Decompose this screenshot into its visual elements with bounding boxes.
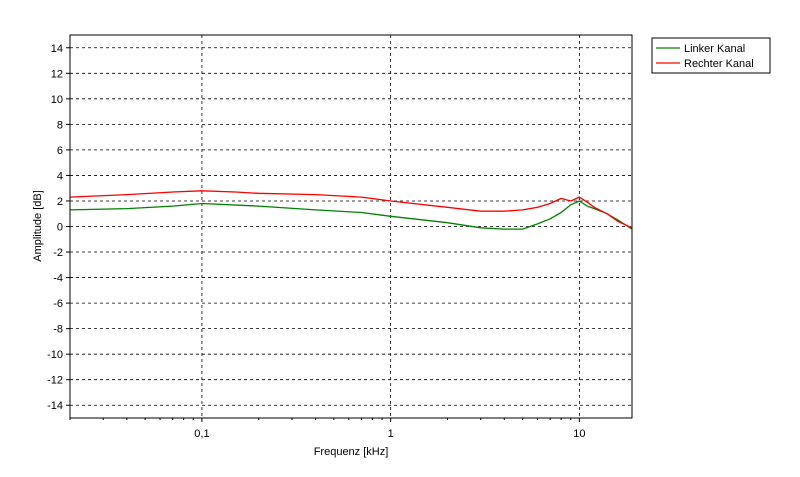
series-line-left-channel xyxy=(69,200,633,230)
y-tick-label: -2 xyxy=(53,247,63,259)
y-tick-label: -4 xyxy=(53,273,63,285)
y-tick-label: 12 xyxy=(51,68,63,80)
series-line-right-channel xyxy=(69,190,633,229)
legend-box xyxy=(651,37,771,74)
y-tick-label: -14 xyxy=(47,400,63,412)
x-tick-label: 1 xyxy=(388,428,394,440)
y-tick-label: 2 xyxy=(57,196,63,208)
x-tick-label: 10 xyxy=(573,428,585,440)
legend: Linker Kanal Rechter Kanal xyxy=(651,37,771,74)
y-tick-label: 14 xyxy=(51,43,63,55)
series-layer xyxy=(69,190,633,230)
y-tick-label: -10 xyxy=(47,349,63,361)
legend-entry: Rechter Kanal xyxy=(684,58,754,70)
plot-area-frame xyxy=(69,34,633,419)
y-tick-label: 4 xyxy=(57,170,63,182)
y-tick-label: 10 xyxy=(51,94,63,106)
y-axis-label: Amplitude [dB] xyxy=(32,190,44,262)
grid-layer xyxy=(70,35,632,418)
y-tick-label: -12 xyxy=(47,375,63,387)
y-tick-label: 6 xyxy=(57,145,63,157)
y-tick-label: 8 xyxy=(57,119,63,131)
x-axis-label: Frequenz [kHz] xyxy=(314,446,389,458)
y-tick-label: 0 xyxy=(57,222,63,234)
y-tick-label: -6 xyxy=(53,298,63,310)
legend-entry: Linker Kanal xyxy=(684,43,745,55)
y-tick-label: -8 xyxy=(53,324,63,336)
tick-layer: 14 12 10 8 6 4 2 0 -2 -4 -6 -8 -10 -12 -14 0,1 1 10 xyxy=(47,43,585,440)
x-tick-label: 0,1 xyxy=(194,428,209,440)
